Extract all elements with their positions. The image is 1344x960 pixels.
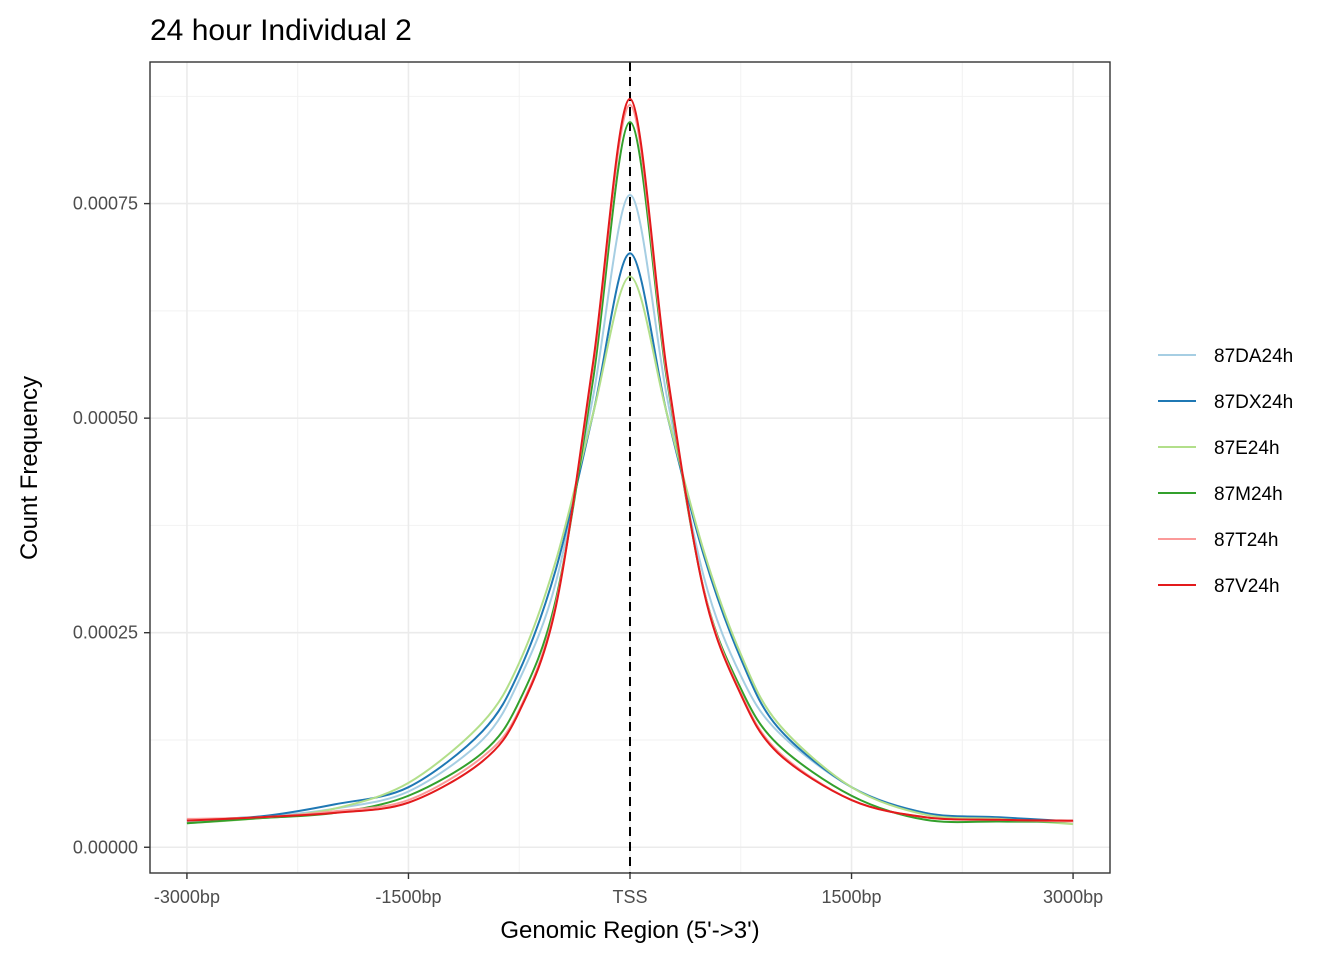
- series-line-87m24h: [186, 121, 1074, 825]
- legend-label-87t24h: 87T24h: [1214, 530, 1278, 551]
- x-tick-label: -1500bp: [375, 887, 441, 907]
- series-line-87v24h: [186, 97, 1074, 822]
- series-lines: [186, 97, 1074, 826]
- chart-title: 24 hour Individual 2: [150, 14, 412, 47]
- x-tick-label: TSS: [612, 887, 647, 907]
- y-tick-label: 0.00075: [73, 194, 138, 214]
- x-tick-label: -3000bp: [154, 887, 220, 907]
- legend-label-87e24h: 87E24h: [1214, 438, 1280, 459]
- x-tick-label: 1500bp: [821, 887, 881, 907]
- legend: 87DA24h 87DX24h 87E24h 87M24h 87T24h 87V24h: [1158, 346, 1293, 597]
- series-line-87e24h: [186, 275, 1074, 826]
- legend-label-87dx24h: 87DX24h: [1214, 392, 1293, 413]
- legend-label-87m24h: 87M24h: [1214, 484, 1283, 505]
- y-axis-title: Count Frequency: [16, 376, 43, 560]
- legend-label-87da24h: 87DA24h: [1214, 346, 1293, 367]
- y-tick-label: 0.00050: [73, 408, 138, 428]
- y-tick-label: 0.00025: [73, 623, 138, 643]
- y-tick-label: 0.00000: [73, 837, 138, 857]
- y-axis: 0.00000 0.00025 0.00050 0.00075: [73, 194, 150, 857]
- x-axis: -3000bp -1500bp TSS 1500bp 3000bp: [154, 873, 1103, 907]
- x-tick-label: 3000bp: [1043, 887, 1103, 907]
- legend-label-87v24h: 87V24h: [1214, 576, 1280, 597]
- x-axis-title: Genomic Region (5'->3'): [500, 917, 759, 944]
